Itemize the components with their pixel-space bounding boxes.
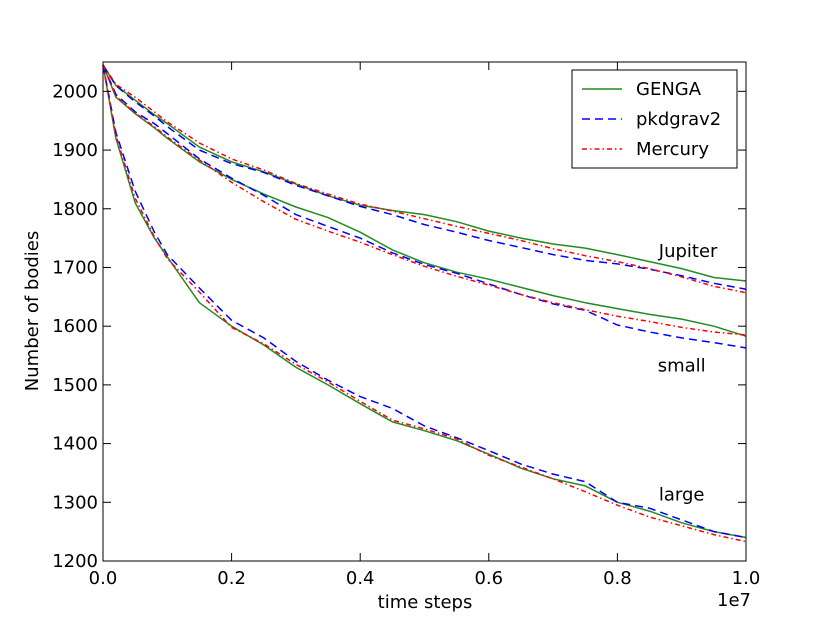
legend: GENGA pkdgrav2 Mercury <box>571 69 738 169</box>
annotation-jupiter: Jupiter <box>658 241 718 262</box>
x-tick-label: 1.0 <box>732 568 761 589</box>
annotations: Jupiter small large <box>658 241 718 506</box>
x-axis-ticks: 0.0 0.2 0.4 0.6 0.8 1.0 <box>89 62 761 589</box>
legend-label-genga: GENGA <box>636 79 702 100</box>
y-tick-label: 1400 <box>52 434 98 455</box>
y-tick-label: 1800 <box>52 199 98 220</box>
x-tick-label: 0.2 <box>217 568 246 589</box>
y-tick-label: 1300 <box>52 492 98 513</box>
x-tick-label: 0.6 <box>474 568 503 589</box>
plot-frame <box>102 61 747 562</box>
y-axis-label: Number of bodies <box>22 231 43 391</box>
y-axis-ticks: 1200 1300 1400 1500 1600 1700 1800 1900 2000 <box>52 81 746 572</box>
x-offset-label: 1e7 <box>717 590 751 611</box>
x-axis-label: time steps <box>378 592 473 613</box>
annotation-large: large <box>659 485 705 506</box>
line-small-pkdgrav2 <box>102 64 747 349</box>
y-tick-label: 1600 <box>52 316 98 337</box>
line-large-pkdgrav2 <box>102 64 747 539</box>
x-tick-label: 0.0 <box>89 568 118 589</box>
x-tick-label: 0.8 <box>603 568 632 589</box>
annotation-small: small <box>658 355 706 376</box>
series-lines <box>102 64 747 543</box>
legend-label-pkdgrav2: pkdgrav2 <box>636 109 721 130</box>
y-tick-label: 2000 <box>52 81 98 102</box>
line-jupiter-pkdgrav2 <box>102 64 747 290</box>
legend-label-mercury: Mercury <box>636 139 709 160</box>
y-tick-label: 1200 <box>52 551 98 572</box>
line-small-genga <box>102 64 747 337</box>
line-jupiter-genga <box>102 64 747 282</box>
y-tick-label: 1900 <box>52 140 98 161</box>
y-tick-label: 1700 <box>52 257 98 278</box>
y-tick-label: 1500 <box>52 375 98 396</box>
x-tick-label: 0.4 <box>346 568 375 589</box>
line-large-mercury <box>102 64 747 543</box>
